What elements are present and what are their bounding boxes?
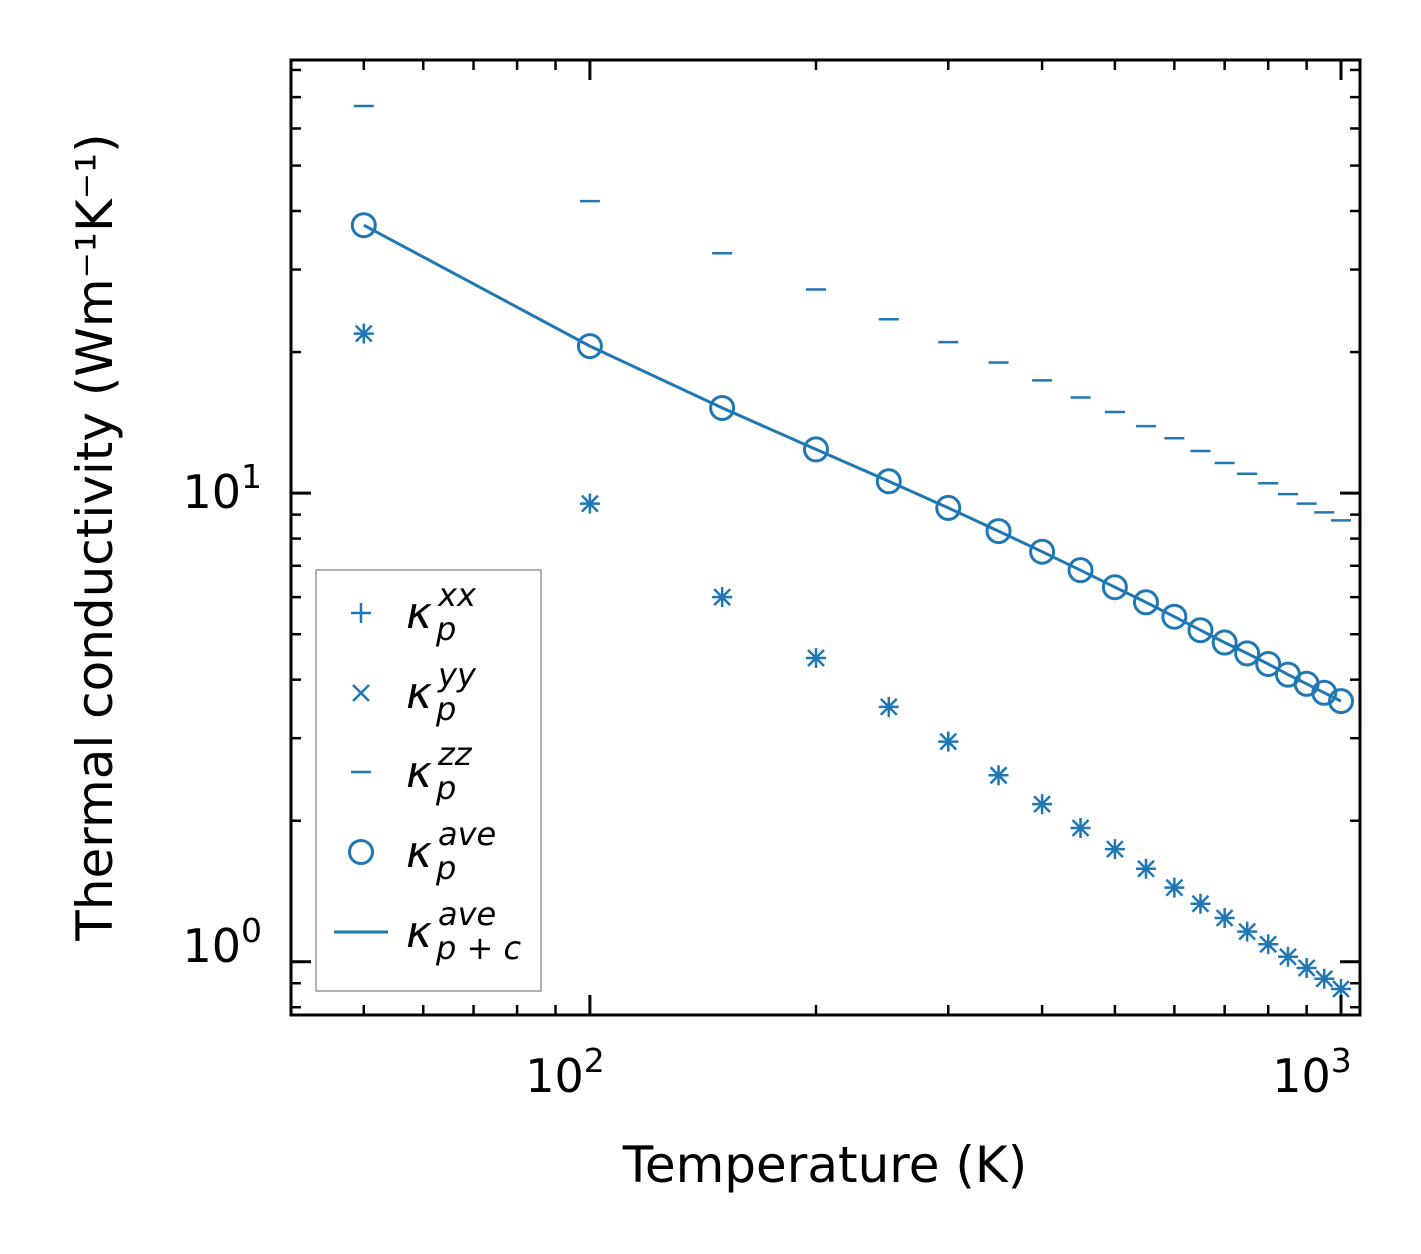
y-tick-label: 101 xyxy=(182,457,262,519)
x-axis-label: Temperature (K) xyxy=(622,1136,1027,1194)
data-point-kappa_p^yy xyxy=(1165,878,1184,897)
data-point-kappa_p^ave xyxy=(985,518,1012,545)
legend-label: κ ave p xyxy=(406,815,496,887)
data-point-kappa_p^yy xyxy=(1259,935,1278,954)
legend-label: κ xx p xyxy=(406,576,477,648)
data-layer xyxy=(350,104,1354,999)
data-point-kappa_p^ave xyxy=(1161,603,1188,630)
data-point-kappa_p^yy xyxy=(1071,819,1090,837)
data-point-kappa_p^ave xyxy=(1311,679,1338,706)
minor-ticks xyxy=(289,60,1360,1015)
x-tick-label: 103 xyxy=(1272,1041,1352,1103)
legend-label: κ ave p + c xyxy=(406,895,521,967)
plot-frame xyxy=(289,58,1362,1017)
data-point-kappa_p^yy xyxy=(1137,859,1155,878)
data-point-kappa_p^yy xyxy=(1191,894,1210,913)
data-point-kappa_p^yy xyxy=(939,732,958,751)
data-point-kappa_p^ave xyxy=(576,333,603,360)
data-point-kappa_p^ave xyxy=(1101,574,1128,601)
legend-marker xyxy=(352,684,370,702)
data-point-kappa_p^ave xyxy=(935,494,962,521)
data-point-kappa_p^ave xyxy=(1211,629,1238,656)
y-axis-label: Thermal conductivity (Wm⁻¹K⁻¹) xyxy=(66,133,124,941)
data-point-kappa_p^yy xyxy=(1106,840,1124,858)
data-point-kappa_p^yy xyxy=(581,494,599,513)
data-point-kappa_p^ave xyxy=(350,212,377,239)
data-point-kappa_p^yy xyxy=(1033,795,1051,814)
data-point-kappa_p^yy xyxy=(1297,959,1316,977)
data-point-kappa_p^yy xyxy=(879,697,898,716)
data-point-kappa_p^yy xyxy=(713,588,732,607)
data-point-kappa_p^yy xyxy=(1215,909,1234,927)
series-line-kappa_p+c^ave xyxy=(363,223,1342,703)
data-point-kappa_p^yy xyxy=(1315,969,1334,988)
data-point-kappa_p^yy xyxy=(354,324,373,343)
data-point-kappa_p^yy xyxy=(807,649,825,667)
data-point-kappa_p^yy xyxy=(1238,922,1257,941)
data-point-kappa_p^ave xyxy=(802,436,829,463)
data-point-kappa_p^ave xyxy=(875,468,902,495)
legend-label: κ zz p xyxy=(406,735,473,807)
legend-marker xyxy=(351,603,371,623)
data-point-kappa_p^ave xyxy=(1187,617,1214,644)
data-point-kappa_p^yy xyxy=(1332,980,1350,998)
major-ticks xyxy=(291,60,1360,1015)
y-tick-label: 100 xyxy=(182,911,262,973)
data-point-kappa_p^ave xyxy=(1029,538,1056,565)
legend-label: κ yy p xyxy=(406,656,477,728)
data-point-kappa_p^yy xyxy=(989,766,1008,785)
x-tick-label: 102 xyxy=(525,1041,605,1103)
data-point-kappa_p^ave xyxy=(1327,688,1354,715)
legend: κ xx p κ yy p κ zz p κ ave p κ ave p + c xyxy=(315,569,542,992)
data-point-kappa_p^ave xyxy=(1234,640,1261,667)
data-point-kappa_p^ave xyxy=(1132,589,1159,616)
legend-box xyxy=(315,569,542,992)
legend-marker xyxy=(348,839,374,865)
data-point-kappa_p^ave xyxy=(709,394,736,421)
data-point-kappa_p^ave xyxy=(1067,557,1094,584)
data-point-kappa_p^yy xyxy=(1279,947,1297,966)
data-point-kappa_p^ave xyxy=(1255,650,1282,677)
